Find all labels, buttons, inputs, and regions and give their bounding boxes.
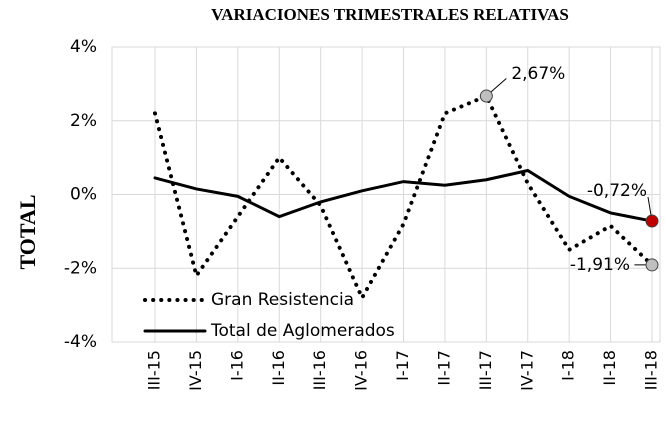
x-tick-label: IV-17 (517, 350, 536, 391)
series-line (153, 93, 654, 303)
data-label: -1,91% (570, 255, 630, 275)
x-tick-label: II-18 (600, 350, 619, 386)
x-tick-label: IV-15 (186, 350, 205, 391)
data-label: 2,67% (511, 64, 565, 84)
x-tick-label: III-15 (145, 350, 164, 390)
y-tick-label: 0% (70, 185, 97, 205)
point-marker (645, 214, 659, 228)
x-tick-label: IV-16 (352, 350, 371, 391)
x-tick-label: II-17 (434, 350, 453, 386)
y-axis-title: TOTAL (15, 195, 40, 270)
point-marker (479, 89, 493, 103)
series-line (153, 168, 654, 223)
x-tick-label: I-16 (227, 350, 246, 381)
x-tick-label: III-18 (642, 350, 661, 390)
x-tick-label: II-16 (269, 350, 288, 386)
data-label: -0,72% (587, 181, 647, 201)
y-tick-label: -2% (64, 258, 97, 278)
x-tick-label: III-17 (476, 350, 495, 390)
x-tick-label: III-16 (310, 350, 329, 390)
point-marker (645, 258, 659, 272)
x-tick-label: I-17 (393, 350, 412, 381)
x-tick-label: I-18 (559, 350, 578, 381)
chart-title: VARIACIONES TRIMESTRALES RELATIVAS (211, 5, 569, 24)
legend-label: Total de Aglomerados (210, 321, 395, 341)
y-tick-label: 2% (70, 111, 97, 131)
y-tick-label: -4% (64, 332, 97, 352)
y-tick-label: 4% (70, 37, 97, 57)
legend-label: Gran Resistencia (211, 290, 354, 310)
plot-frame (111, 46, 661, 343)
